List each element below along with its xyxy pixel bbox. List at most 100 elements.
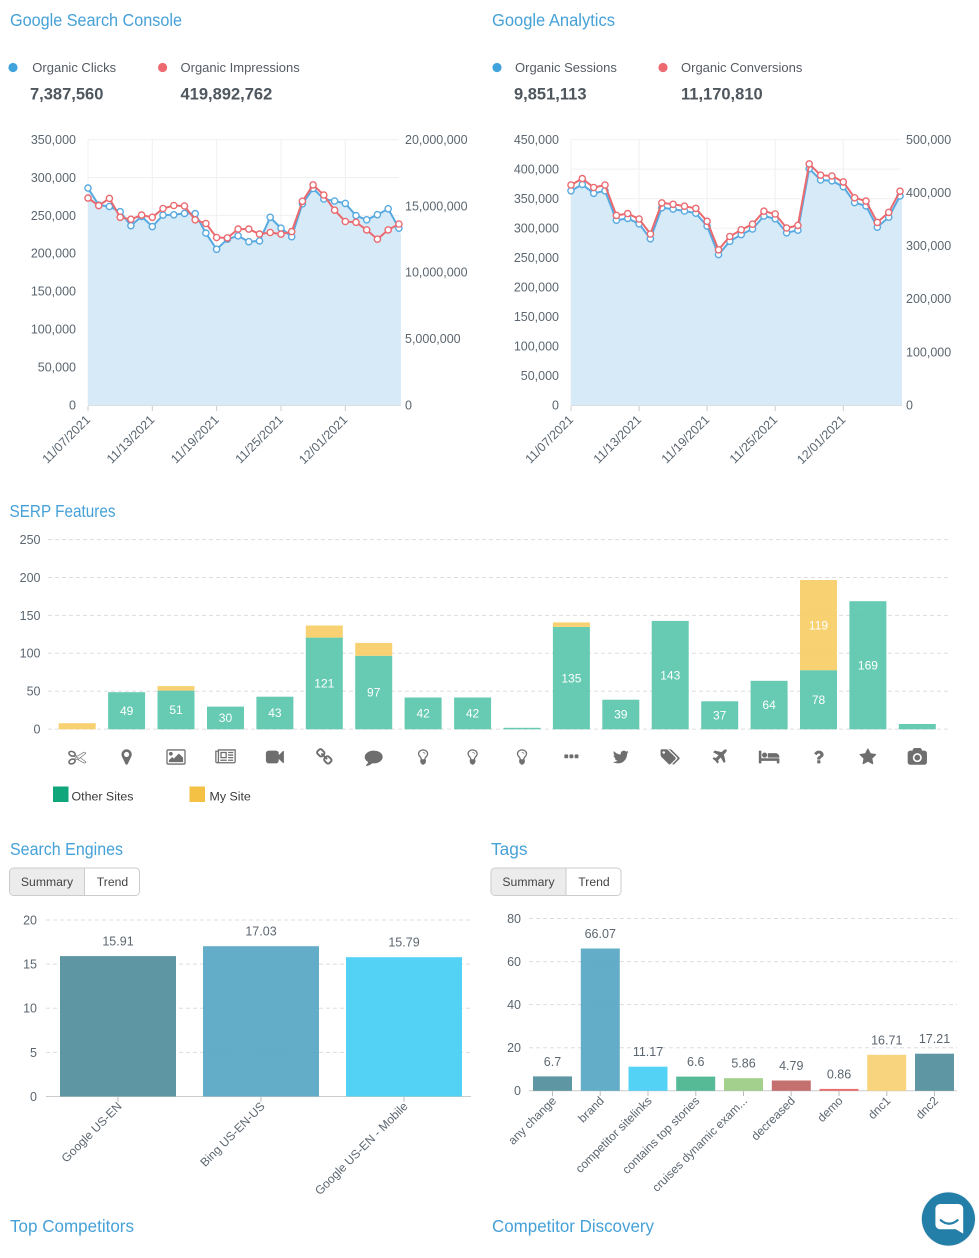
svg-text:7,387,560: 7,387,560 <box>30 86 103 104</box>
svg-text:5: 5 <box>30 1046 37 1060</box>
svg-text:15.79: 15.79 <box>388 936 419 950</box>
svg-text:demo: demo <box>814 1094 845 1125</box>
svg-text:97: 97 <box>367 686 381 700</box>
svg-text:450,000: 450,000 <box>514 133 559 147</box>
svg-text:Organic Impressions: Organic Impressions <box>181 60 301 75</box>
svg-text:150,000: 150,000 <box>31 285 76 299</box>
svg-text:0: 0 <box>69 398 76 412</box>
svg-text:Summary: Summary <box>502 875 555 889</box>
svg-text:0: 0 <box>514 1084 521 1098</box>
svg-text:11.17: 11.17 <box>633 1045 663 1059</box>
svg-text:16.71: 16.71 <box>871 1033 902 1047</box>
svg-text:121: 121 <box>314 677 334 691</box>
svg-text:51: 51 <box>169 703 183 717</box>
svg-text:Google Search Console: Google Search Console <box>10 10 182 30</box>
svg-text:419,892,762: 419,892,762 <box>181 86 273 104</box>
svg-text:decreased: decreased <box>748 1094 798 1144</box>
svg-text:400,000: 400,000 <box>514 162 559 176</box>
svg-text:11/25/2021: 11/25/2021 <box>233 413 287 467</box>
svg-text:100,000: 100,000 <box>31 323 76 337</box>
svg-text:50,000: 50,000 <box>521 369 559 383</box>
svg-text:Google US-EN - Mobile: Google US-EN - Mobile <box>312 1099 411 1198</box>
svg-text:100: 100 <box>20 647 41 661</box>
svg-text:SERP Features: SERP Features <box>10 501 116 521</box>
svg-text:169: 169 <box>858 658 878 672</box>
svg-text:dnc1: dnc1 <box>865 1093 894 1122</box>
svg-text:100,000: 100,000 <box>906 345 951 359</box>
svg-text:12/01/2021: 12/01/2021 <box>296 413 350 467</box>
svg-text:Trend: Trend <box>97 875 128 889</box>
svg-text:Google US-EN: Google US-EN <box>59 1099 125 1165</box>
svg-text:Bing US-EN-US: Bing US-EN-US <box>197 1099 267 1169</box>
svg-text:17.03: 17.03 <box>245 925 276 939</box>
svg-text:20,000,000: 20,000,000 <box>405 133 468 147</box>
svg-text:0: 0 <box>34 723 41 737</box>
svg-text:64: 64 <box>762 698 776 712</box>
svg-text:80: 80 <box>507 912 521 926</box>
svg-text:400,000: 400,000 <box>906 186 951 200</box>
svg-text:250,000: 250,000 <box>514 251 559 265</box>
svg-text:150,000: 150,000 <box>514 310 559 324</box>
svg-text:30: 30 <box>219 711 233 725</box>
svg-text:Tags: Tags <box>491 839 528 859</box>
svg-text:My Site: My Site <box>210 789 251 803</box>
svg-text:11/19/2021: 11/19/2021 <box>168 413 222 467</box>
svg-text:Trend: Trend <box>578 875 609 889</box>
svg-text:20: 20 <box>507 1041 521 1055</box>
svg-text:49: 49 <box>120 704 134 718</box>
svg-text:6.7: 6.7 <box>544 1055 561 1069</box>
svg-text:20: 20 <box>23 913 37 927</box>
svg-text:39: 39 <box>614 708 628 722</box>
svg-text:11/07/2021: 11/07/2021 <box>523 413 577 467</box>
svg-text:40: 40 <box>507 998 521 1012</box>
svg-text:60: 60 <box>507 955 521 969</box>
svg-text:9,851,113: 9,851,113 <box>514 86 587 104</box>
svg-text:350,000: 350,000 <box>514 192 559 206</box>
svg-text:5.86: 5.86 <box>731 1057 755 1071</box>
svg-text:0: 0 <box>30 1090 37 1104</box>
svg-text:200,000: 200,000 <box>906 292 951 306</box>
svg-text:Organic Clicks: Organic Clicks <box>32 60 116 75</box>
svg-text:15,000,000: 15,000,000 <box>405 199 468 213</box>
svg-text:43: 43 <box>268 706 282 720</box>
svg-text:11/19/2021: 11/19/2021 <box>659 413 713 467</box>
svg-text:300,000: 300,000 <box>514 221 559 235</box>
svg-text:Google Analytics: Google Analytics <box>492 10 615 30</box>
svg-text:300,000: 300,000 <box>906 239 951 253</box>
svg-text:6.6: 6.6 <box>687 1055 704 1069</box>
svg-text:100,000: 100,000 <box>514 339 559 353</box>
svg-text:0.86: 0.86 <box>827 1067 851 1081</box>
svg-text:250,000: 250,000 <box>31 209 76 223</box>
svg-text:143: 143 <box>660 668 680 682</box>
svg-text:11/13/2021: 11/13/2021 <box>104 413 158 467</box>
svg-text:42: 42 <box>416 707 430 721</box>
svg-text:Organic Conversions: Organic Conversions <box>681 60 803 75</box>
svg-text:500,000: 500,000 <box>906 133 951 147</box>
svg-text:50,000: 50,000 <box>38 360 76 374</box>
svg-text:11,170,810: 11,170,810 <box>681 86 763 104</box>
svg-text:135: 135 <box>561 671 581 685</box>
svg-text:17.21: 17.21 <box>919 1032 950 1046</box>
svg-text:200,000: 200,000 <box>31 247 76 261</box>
svg-text:10: 10 <box>23 1002 37 1016</box>
svg-text:37: 37 <box>713 708 727 722</box>
svg-text:0: 0 <box>405 398 412 412</box>
svg-text:10,000,000: 10,000,000 <box>405 266 468 280</box>
svg-text:Search Engines: Search Engines <box>10 839 123 859</box>
svg-text:250: 250 <box>20 533 41 547</box>
svg-text:150: 150 <box>20 609 41 623</box>
svg-text:0: 0 <box>552 398 559 412</box>
svg-text:Competitor Discovery: Competitor Discovery <box>492 1216 654 1236</box>
svg-text:0: 0 <box>906 398 913 412</box>
svg-text:11/07/2021: 11/07/2021 <box>40 413 94 467</box>
svg-text:78: 78 <box>812 693 826 707</box>
svg-text:12/01/2021: 12/01/2021 <box>794 413 848 467</box>
svg-text:cruises dynamic exam...: cruises dynamic exam... <box>649 1094 750 1195</box>
svg-text:50: 50 <box>27 685 41 699</box>
svg-text:4.79: 4.79 <box>779 1059 803 1073</box>
svg-text:any change: any change <box>505 1093 559 1147</box>
svg-text:5,000,000: 5,000,000 <box>405 332 461 346</box>
svg-text:119: 119 <box>809 618 828 632</box>
svg-text:brand: brand <box>575 1094 607 1126</box>
svg-text:Top Competitors: Top Competitors <box>10 1216 134 1236</box>
